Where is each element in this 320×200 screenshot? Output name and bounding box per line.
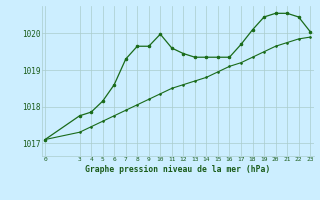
X-axis label: Graphe pression niveau de la mer (hPa): Graphe pression niveau de la mer (hPa) <box>85 165 270 174</box>
